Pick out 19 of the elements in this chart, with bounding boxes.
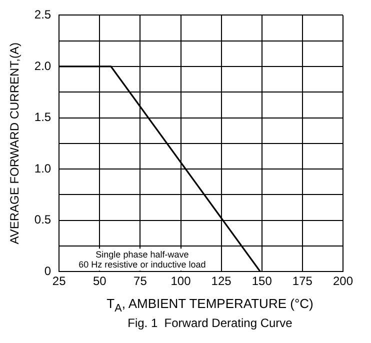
y-tick-label: 2.0 [34, 58, 52, 73]
x-tick-label: 125 [211, 274, 232, 288]
x-tick-label: 150 [252, 274, 272, 288]
y-tick-label: 2.5 [34, 8, 52, 22]
y-tick-label: 0.5 [34, 212, 52, 227]
text: Fig. 1 Forward Derating Curve [126, 316, 294, 330]
annotation: Single phase half-wave [96, 250, 189, 260]
annotation: 60 Hz resistive or inductive load [78, 260, 206, 270]
x-tick-label: 175 [292, 274, 313, 288]
x-tick-label: 100 [170, 274, 192, 288]
x-tick-label: 200 [332, 274, 354, 288]
y-axis-title: AVERAGE FORWARD CURRENT,(A) [8, 42, 22, 244]
x-tick-label: 25 [52, 274, 66, 288]
y-tick-label: 0 [44, 264, 52, 278]
x-tick-label: 50 [92, 274, 107, 288]
y-tick-label: 1.5 [34, 110, 52, 124]
x-axis-title: T$_{A}$, AMBIENT TEMPERATURE (°C) [106, 296, 314, 315]
x-tick-label: 75 [134, 274, 148, 288]
y-tick-label: 1.0 [34, 161, 52, 176]
